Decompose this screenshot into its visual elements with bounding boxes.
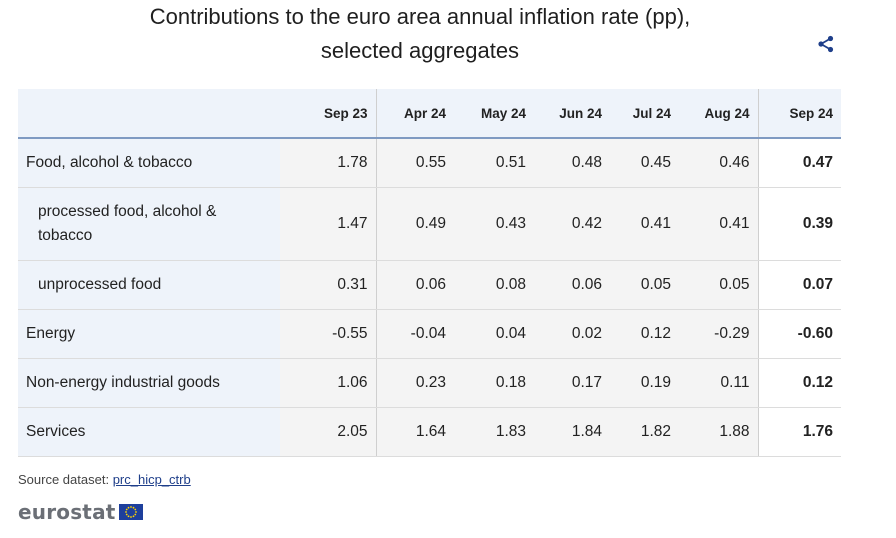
table-row: unprocessed food 0.31 0.06 0.08 0.06 0.0… <box>18 260 841 310</box>
table-cell: 0.02 <box>534 309 610 359</box>
table-cell: 0.48 <box>534 138 610 188</box>
share-button[interactable] <box>816 34 836 54</box>
table-cell: 0.31 <box>280 260 376 310</box>
table-cell: 0.23 <box>375 358 454 408</box>
table-cell: 0.19 <box>610 358 679 408</box>
table-cell: 0.11 <box>679 358 758 408</box>
table-cell-latest: 0.39 <box>757 187 841 261</box>
table-cell: 0.18 <box>454 358 534 408</box>
table-cell: 1.88 <box>679 407 758 457</box>
source-dataset-link[interactable]: prc_hicp_ctrb <box>112 472 191 487</box>
table-cell: 0.04 <box>454 309 534 359</box>
table-cell: 0.05 <box>679 260 758 310</box>
header-corner-cell <box>18 89 280 139</box>
table-cell: 1.84 <box>534 407 610 457</box>
table-cell: 0.55 <box>375 138 454 188</box>
table-cell-latest: 0.47 <box>757 138 841 188</box>
column-header: Apr 24 <box>375 89 454 139</box>
table-cell: 1.83 <box>454 407 534 457</box>
contributions-table: Sep 23 Apr 24 May 24 Jun 24 Jul 24 Aug 2… <box>18 89 841 457</box>
chart-title-line-1: Contributions to the euro area annual in… <box>149 4 691 29</box>
table-cell: -0.29 <box>679 309 758 359</box>
table-row: processed food, alcohol & tobacco 1.47 0… <box>18 187 841 261</box>
table-cell: -0.04 <box>375 309 454 359</box>
table-row: Energy -0.55 -0.04 0.04 0.02 0.12 -0.29 … <box>18 309 841 359</box>
table-cell: 0.51 <box>454 138 534 188</box>
table-cell: 0.12 <box>610 309 679 359</box>
table-cell: 1.47 <box>280 187 376 261</box>
table-cell: 0.06 <box>375 260 454 310</box>
table-cell: -0.55 <box>280 309 376 359</box>
table-cell: 0.42 <box>534 187 610 261</box>
row-label: Food, alcohol & tobacco <box>18 138 280 188</box>
table-header-row: Sep 23 Apr 24 May 24 Jun 24 Jul 24 Aug 2… <box>18 89 841 139</box>
column-header: Aug 24 <box>679 89 758 139</box>
column-header: May 24 <box>454 89 534 139</box>
table-cell: 2.05 <box>280 407 376 457</box>
row-label: processed food, alcohol & tobacco <box>18 187 280 261</box>
table-cell-latest: -0.60 <box>757 309 841 359</box>
table-row: Services 2.05 1.64 1.83 1.84 1.82 1.88 1… <box>18 407 841 457</box>
table-cell: 0.49 <box>375 187 454 261</box>
logo-wordmark: eurostat <box>18 500 116 524</box>
column-header: Sep 23 <box>280 89 376 139</box>
row-label: Non-energy industrial goods <box>18 358 280 408</box>
table-cell-latest: 0.12 <box>757 358 841 408</box>
column-header: Jul 24 <box>610 89 679 139</box>
table-cell-latest: 0.07 <box>757 260 841 310</box>
row-label: unprocessed food <box>18 260 280 310</box>
table-cell: 0.06 <box>534 260 610 310</box>
table-row: Food, alcohol & tobacco 1.78 0.55 0.51 0… <box>18 138 841 188</box>
contributions-table-container: Sep 23 Apr 24 May 24 Jun 24 Jul 24 Aug 2… <box>18 89 841 457</box>
table-cell: 1.82 <box>610 407 679 457</box>
row-label: Energy <box>18 309 280 359</box>
table-cell: 0.41 <box>610 187 679 261</box>
row-label: Services <box>18 407 280 457</box>
table-cell: 1.06 <box>280 358 376 408</box>
table-cell: 0.08 <box>454 260 534 310</box>
share-icon <box>818 35 834 53</box>
eurostat-logo: eurostat <box>18 500 143 524</box>
column-header: Jun 24 <box>534 89 610 139</box>
source-line: Source dataset: prc_hicp_ctrb <box>18 472 191 487</box>
table-cell: 0.17 <box>534 358 610 408</box>
source-label: Source dataset: <box>18 472 110 487</box>
table-cell: 1.64 <box>375 407 454 457</box>
table-cell: 0.46 <box>679 138 758 188</box>
eu-flag-icon <box>118 504 143 520</box>
table-cell: 1.78 <box>280 138 376 188</box>
table-cell: 0.41 <box>679 187 758 261</box>
chart-title: Contributions to the euro area annual in… <box>18 0 822 68</box>
chart-title-line-2: selected aggregates <box>320 38 520 63</box>
table-cell-latest: 1.76 <box>757 407 841 457</box>
table-cell: 0.43 <box>454 187 534 261</box>
table-cell: 0.45 <box>610 138 679 188</box>
table-cell: 0.05 <box>610 260 679 310</box>
table-row: Non-energy industrial goods 1.06 0.23 0.… <box>18 358 841 408</box>
column-header: Sep 24 <box>757 89 841 139</box>
